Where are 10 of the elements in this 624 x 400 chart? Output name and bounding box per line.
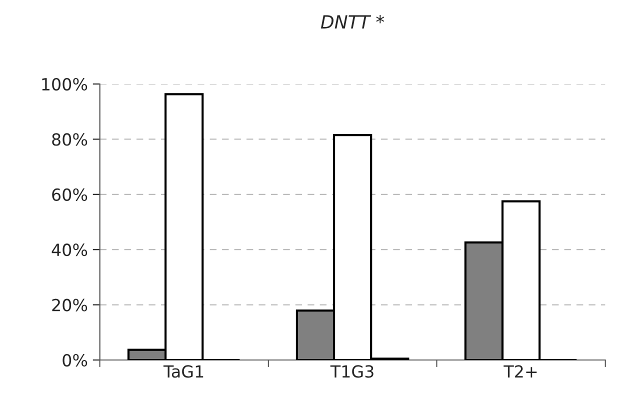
y-tick-label: 80% bbox=[52, 133, 88, 146]
x-tick-label: T2+ bbox=[504, 365, 537, 378]
y-tick-label: 60% bbox=[52, 188, 88, 201]
chart-title: DNTT * bbox=[320, 15, 384, 28]
y-tick-label: 20% bbox=[52, 298, 88, 312]
x-tick-label: T1G3 bbox=[330, 365, 374, 378]
y-tick-label: 40% bbox=[52, 244, 88, 256]
y-tick-label: 100% bbox=[42, 78, 88, 91]
x-tick-label: TaG1 bbox=[163, 365, 204, 378]
y-tick-label: 0% bbox=[62, 354, 88, 367]
